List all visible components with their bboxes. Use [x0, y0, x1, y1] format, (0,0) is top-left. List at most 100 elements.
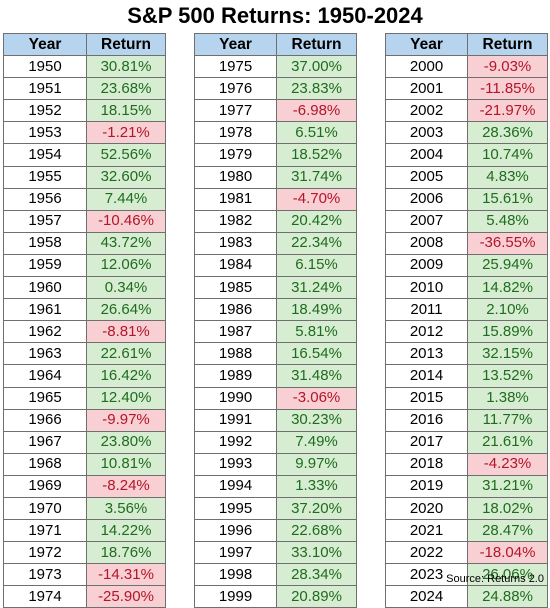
table-row: 1973 -14.31%	[3, 563, 166, 587]
return-cell: 16.54%	[276, 342, 357, 366]
year-cell: 1973	[3, 563, 87, 587]
year-cell: 1979	[194, 143, 277, 167]
return-header: Return	[86, 32, 166, 57]
table-row: 2023 26.06%	[385, 563, 548, 587]
table-row: 1963 22.61%	[3, 342, 166, 366]
table-row: 2002 -21.97%	[385, 99, 548, 123]
year-cell: 1955	[3, 165, 87, 189]
return-cell: 33.10%	[276, 541, 357, 565]
returns-table-2: Year Return 1975 37.00% 1976 23.83% 1977 -6.9…	[194, 32, 357, 608]
return-cell: -4.23%	[467, 452, 548, 476]
table-row: 2004 10.74%	[385, 143, 548, 167]
table-row: 1996 22.68%	[194, 519, 357, 543]
year-cell: 1952	[3, 99, 87, 123]
return-cell: 16.42%	[86, 364, 166, 388]
return-cell: 18.02%	[467, 496, 548, 521]
table-row: 1987 5.81%	[194, 320, 357, 344]
year-cell: 1950	[3, 55, 87, 79]
year-cell: 1962	[3, 320, 87, 344]
return-cell: 32.60%	[86, 165, 166, 189]
table-row: 1972 18.76%	[3, 541, 166, 565]
table-row: 1964 16.42%	[3, 364, 166, 388]
table-row: 2000 -9.03%	[385, 55, 548, 79]
return-cell: 43.72%	[86, 231, 166, 255]
year-cell: 2013	[385, 342, 468, 366]
table-row: 2015 1.38%	[385, 386, 548, 410]
year-cell: 1976	[194, 77, 277, 101]
year-cell: 1956	[3, 187, 87, 211]
year-cell: 1972	[3, 541, 87, 565]
return-cell: 28.36%	[467, 121, 548, 145]
return-cell: 7.49%	[276, 430, 357, 454]
table-row: 1962 -8.81%	[3, 320, 166, 344]
year-cell: 2003	[385, 121, 468, 145]
year-cell: 1954	[3, 143, 87, 167]
year-cell: 2009	[385, 253, 468, 278]
return-cell: 30.81%	[86, 55, 166, 79]
table-row: 2017 21.61%	[385, 430, 548, 454]
table-row: 1965 12.40%	[3, 386, 166, 410]
table-row: 2011 2.10%	[385, 298, 548, 322]
return-cell: -9.03%	[467, 55, 548, 79]
year-cell: 1978	[194, 121, 277, 145]
return-cell: -18.04%	[467, 541, 548, 565]
year-cell: 2011	[385, 298, 468, 322]
year-cell: 2018	[385, 452, 468, 476]
table-row: 1958 43.72%	[3, 231, 166, 255]
year-cell: 1970	[3, 496, 87, 521]
table-row: 1955 32.60%	[3, 165, 166, 189]
year-cell: 1993	[194, 452, 277, 476]
return-cell: -10.46%	[86, 209, 166, 233]
returns-table-1: Year Return 1950 30.81% 1951 23.68% 1952 18.1…	[3, 32, 166, 608]
table-row: 1968 10.81%	[3, 452, 166, 476]
year-cell: 2020	[385, 496, 468, 521]
return-cell: -8.81%	[86, 320, 166, 344]
year-cell: 1951	[3, 77, 87, 101]
year-cell: 1986	[194, 298, 277, 322]
table-row: 1952 18.15%	[3, 99, 166, 123]
return-cell: 31.21%	[467, 474, 548, 498]
table-row: 1988 16.54%	[194, 342, 357, 366]
year-cell: 1965	[3, 386, 87, 410]
return-cell: -14.31%	[86, 563, 166, 587]
return-cell: 5.48%	[467, 209, 548, 233]
table-row: 2005 4.83%	[385, 165, 548, 189]
year-cell: 1985	[194, 276, 277, 300]
return-cell: -21.97%	[467, 99, 548, 123]
year-cell: 1987	[194, 320, 277, 344]
year-cell: 1953	[3, 121, 87, 145]
year-cell: 2017	[385, 430, 468, 454]
year-cell: 1991	[194, 408, 277, 432]
year-cell: 2015	[385, 386, 468, 410]
return-cell: 31.74%	[276, 165, 357, 189]
year-cell: 2008	[385, 231, 468, 255]
year-cell: 1988	[194, 342, 277, 366]
year-cell: 1974	[3, 585, 87, 608]
return-cell: 25.94%	[467, 253, 548, 278]
year-cell: 1977	[194, 99, 277, 123]
return-cell: 18.52%	[276, 143, 357, 167]
return-cell: 31.48%	[276, 364, 357, 388]
year-cell: 2019	[385, 474, 468, 498]
year-cell: 2000	[385, 55, 468, 79]
return-cell: 28.47%	[467, 519, 548, 543]
return-cell: -36.55%	[467, 231, 548, 255]
table-row: 2003 28.36%	[385, 121, 548, 145]
return-cell: 12.40%	[86, 386, 166, 410]
year-cell: 2024	[385, 585, 468, 608]
return-cell: 32.15%	[467, 342, 548, 366]
return-cell: 2.10%	[467, 298, 548, 322]
return-cell: -1.21%	[86, 121, 166, 145]
year-cell: 1966	[3, 408, 87, 432]
table-row: 1961 26.64%	[3, 298, 166, 322]
table-row: 2013 32.15%	[385, 342, 548, 366]
return-cell: 5.81%	[276, 320, 357, 344]
year-cell: 1984	[194, 253, 277, 278]
table-row: 1993 9.97%	[194, 452, 357, 476]
table-row: 1950 30.81%	[3, 55, 166, 79]
year-cell: 1994	[194, 474, 277, 498]
return-cell: 23.83%	[276, 77, 357, 101]
year-cell: 1971	[3, 519, 87, 543]
table-row: 1994 1.33%	[194, 474, 357, 498]
table-row: 2019 31.21%	[385, 474, 548, 498]
